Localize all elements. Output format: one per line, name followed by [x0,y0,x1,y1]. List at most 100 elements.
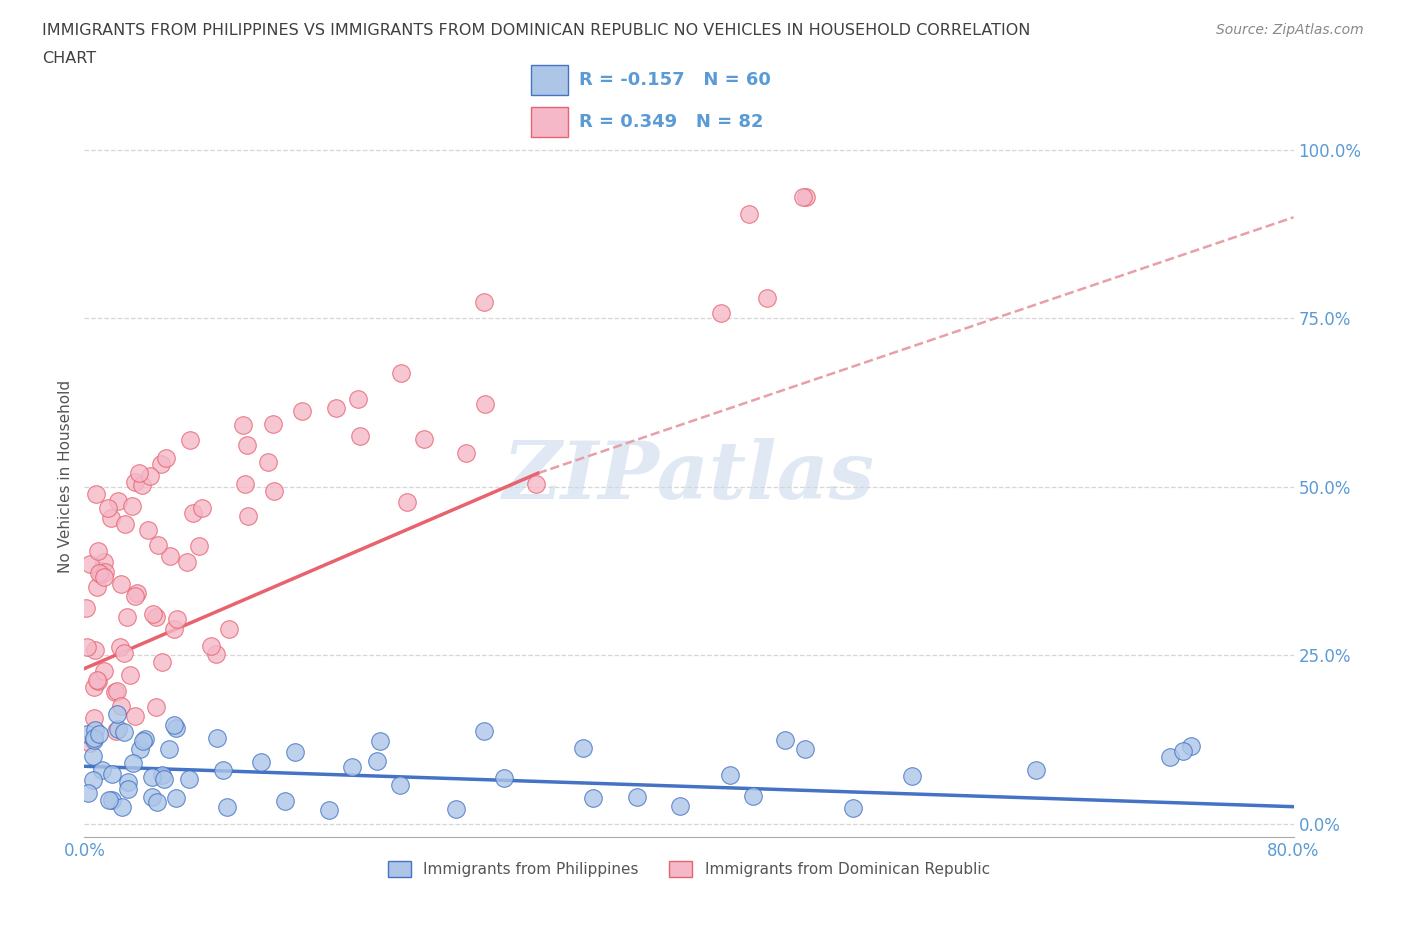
Point [291,404,314,418]
Point [145,700,167,715]
Point [111,800,134,815]
Point [79,556,101,571]
Point [1159,750,1181,764]
Point [235,437,257,452]
Point [153,772,176,787]
Point [142,606,165,621]
Point [217,800,239,815]
Point [366,753,388,768]
Point [325,400,347,415]
Point [626,790,648,804]
Point [395,495,418,510]
Point [87,565,110,580]
Point [110,698,132,713]
Point [82,749,104,764]
Point [205,731,228,746]
Point [146,795,169,810]
Point [86,544,108,559]
Point [125,585,148,600]
Point [773,732,796,747]
Point [124,474,146,489]
Point [370,734,392,749]
Point [572,740,595,755]
Point [134,732,156,747]
Point [83,733,105,748]
Point [494,771,516,786]
Point [1025,763,1047,777]
Point [129,742,152,757]
Point [262,417,284,432]
Point [755,290,778,305]
Point [152,655,174,670]
Point [100,511,122,525]
Point [249,754,271,769]
Point [141,790,163,804]
Point [112,724,135,739]
Point [108,640,131,655]
Point [112,645,135,660]
Point [121,498,143,513]
Text: R = 0.349   N = 82: R = 0.349 N = 82 [579,113,763,131]
Point [188,538,211,553]
Point [77,786,100,801]
Point [738,206,761,221]
Point [163,622,186,637]
Point [474,724,496,738]
Point [236,509,259,524]
Point [163,718,186,733]
Text: Source: ZipAtlas.com: Source: ZipAtlas.com [1216,23,1364,37]
Point [84,486,107,501]
Point [117,781,139,796]
Point [76,726,98,741]
Point [794,190,817,205]
Point [101,793,124,808]
Point [79,736,101,751]
Point [131,477,153,492]
Point [97,501,120,516]
Point [97,793,120,808]
Point [176,554,198,569]
Point [93,565,115,579]
Point [257,454,280,469]
Point [122,756,145,771]
Point [668,799,690,814]
Point [87,674,110,689]
Point [104,684,127,699]
Point [114,517,136,532]
Point [115,610,138,625]
Point [165,790,187,805]
Point [284,744,307,759]
Point [179,432,201,447]
Point [200,638,222,653]
Point [110,577,132,591]
Point [165,720,187,735]
Point [718,767,741,782]
Point [90,563,112,578]
Point [124,709,146,724]
Point [75,601,97,616]
Point [82,773,104,788]
Point [91,763,114,777]
Point [446,801,468,816]
FancyBboxPatch shape [531,107,568,137]
Point [146,538,169,552]
Point [205,646,228,661]
Point [83,711,105,725]
Point [413,432,436,446]
Point [842,801,865,816]
Point [93,554,115,569]
Point [105,707,128,722]
Point [93,570,115,585]
Point [524,477,547,492]
Point [212,763,235,777]
Point [105,684,128,698]
Point [93,664,115,679]
Point [86,579,108,594]
Point [792,190,814,205]
Point [83,731,105,746]
Point [128,466,150,481]
Point [76,640,98,655]
Text: R = -0.157   N = 60: R = -0.157 N = 60 [579,71,770,88]
Y-axis label: No Vehicles in Household: No Vehicles in Household [58,380,73,573]
Point [139,469,162,484]
